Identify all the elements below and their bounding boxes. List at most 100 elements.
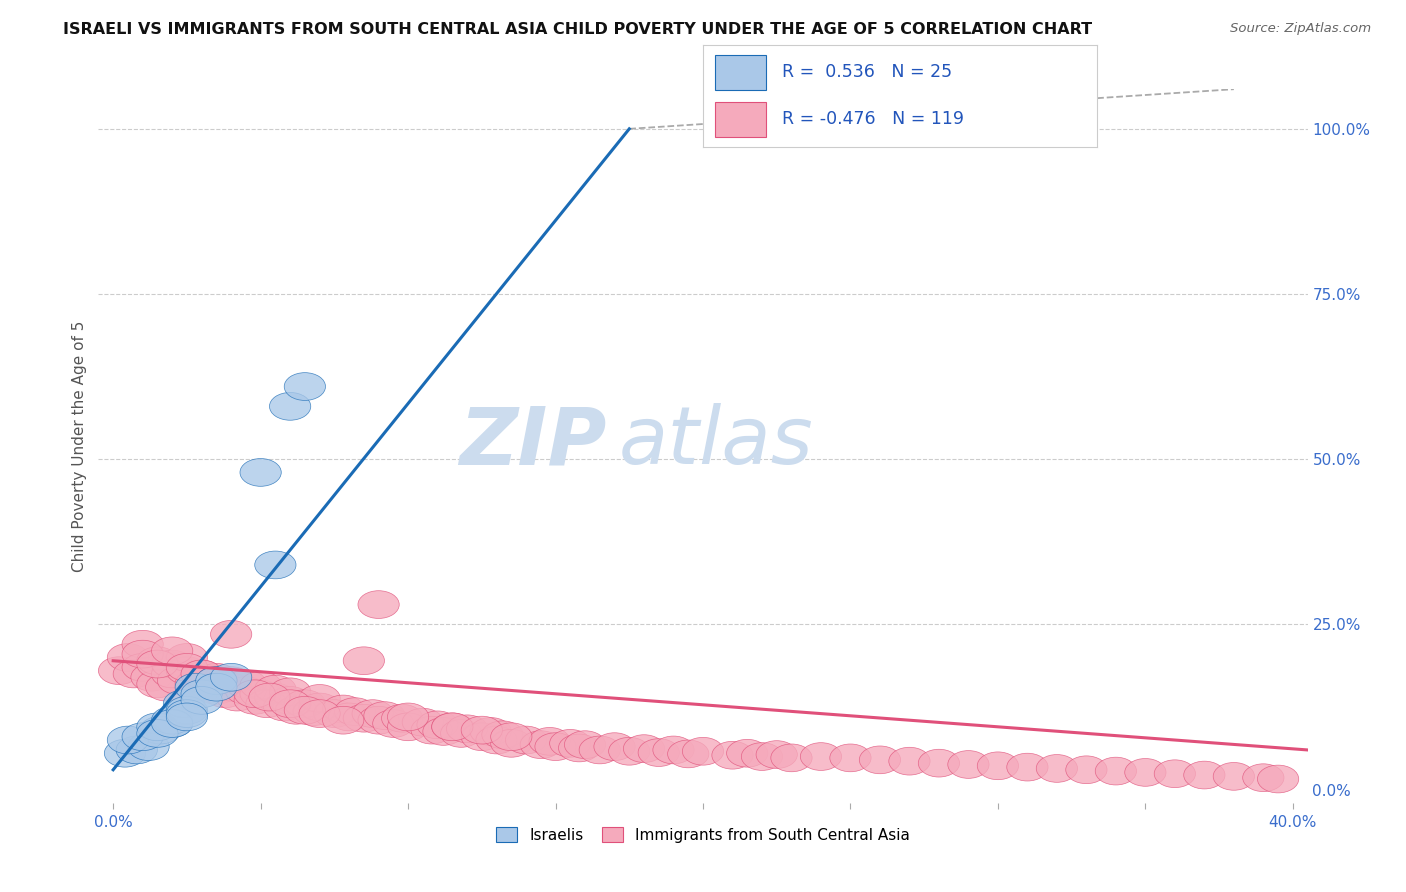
Ellipse shape	[107, 643, 149, 672]
Ellipse shape	[136, 670, 179, 698]
Ellipse shape	[166, 697, 208, 724]
Ellipse shape	[440, 720, 482, 747]
Ellipse shape	[1154, 760, 1195, 788]
Ellipse shape	[889, 747, 931, 775]
Ellipse shape	[1036, 755, 1077, 782]
Ellipse shape	[388, 703, 429, 731]
Ellipse shape	[136, 647, 179, 674]
Ellipse shape	[128, 732, 169, 761]
Ellipse shape	[233, 680, 276, 707]
Ellipse shape	[359, 706, 399, 734]
Ellipse shape	[166, 643, 208, 672]
Ellipse shape	[364, 702, 405, 730]
Ellipse shape	[211, 664, 252, 691]
Ellipse shape	[211, 621, 252, 648]
Ellipse shape	[461, 723, 502, 750]
Ellipse shape	[727, 739, 768, 767]
Ellipse shape	[195, 666, 238, 695]
Ellipse shape	[181, 680, 222, 707]
Ellipse shape	[181, 673, 222, 701]
Ellipse shape	[470, 717, 512, 746]
Ellipse shape	[157, 666, 198, 695]
Ellipse shape	[195, 666, 238, 695]
Y-axis label: Child Poverty Under the Age of 5: Child Poverty Under the Age of 5	[72, 320, 87, 572]
Ellipse shape	[579, 736, 620, 764]
Ellipse shape	[322, 695, 364, 723]
Ellipse shape	[432, 713, 472, 740]
Ellipse shape	[122, 723, 163, 750]
Ellipse shape	[343, 705, 384, 732]
Ellipse shape	[176, 673, 217, 701]
Ellipse shape	[741, 743, 783, 771]
Ellipse shape	[1095, 757, 1136, 785]
Ellipse shape	[152, 660, 193, 688]
Ellipse shape	[195, 664, 238, 691]
Ellipse shape	[299, 693, 340, 721]
Ellipse shape	[233, 687, 276, 714]
Ellipse shape	[284, 373, 326, 401]
Ellipse shape	[638, 739, 679, 766]
Ellipse shape	[181, 687, 222, 714]
Ellipse shape	[240, 458, 281, 486]
Ellipse shape	[1125, 758, 1166, 786]
Ellipse shape	[505, 726, 547, 754]
FancyBboxPatch shape	[714, 102, 766, 137]
Ellipse shape	[756, 740, 797, 768]
Text: Source: ZipAtlas.com: Source: ZipAtlas.com	[1230, 22, 1371, 36]
Ellipse shape	[107, 726, 149, 754]
Ellipse shape	[195, 677, 238, 705]
Ellipse shape	[682, 738, 724, 765]
Ellipse shape	[299, 684, 340, 713]
Ellipse shape	[977, 752, 1018, 780]
Ellipse shape	[104, 739, 146, 767]
Ellipse shape	[381, 705, 423, 732]
Text: R = -0.476   N = 119: R = -0.476 N = 119	[782, 111, 963, 128]
Ellipse shape	[343, 647, 384, 674]
Ellipse shape	[373, 710, 413, 738]
Ellipse shape	[211, 673, 252, 701]
Ellipse shape	[131, 664, 172, 691]
Ellipse shape	[314, 699, 354, 728]
Ellipse shape	[652, 736, 695, 764]
Ellipse shape	[550, 730, 591, 757]
Ellipse shape	[352, 699, 394, 728]
Ellipse shape	[122, 631, 163, 658]
Ellipse shape	[176, 670, 217, 698]
Ellipse shape	[240, 672, 281, 699]
Ellipse shape	[918, 749, 959, 777]
Text: atlas: atlas	[619, 403, 813, 482]
Ellipse shape	[402, 708, 443, 736]
Ellipse shape	[263, 693, 305, 721]
Ellipse shape	[359, 591, 399, 618]
Ellipse shape	[800, 743, 842, 771]
Ellipse shape	[329, 703, 370, 731]
Ellipse shape	[270, 687, 311, 714]
Ellipse shape	[225, 670, 267, 698]
Ellipse shape	[770, 744, 813, 772]
Ellipse shape	[335, 698, 375, 725]
Ellipse shape	[246, 690, 287, 717]
Ellipse shape	[482, 721, 523, 748]
Ellipse shape	[270, 392, 311, 420]
Text: ISRAELI VS IMMIGRANTS FROM SOUTH CENTRAL ASIA CHILD POVERTY UNDER THE AGE OF 5 C: ISRAELI VS IMMIGRANTS FROM SOUTH CENTRAL…	[63, 22, 1092, 37]
Ellipse shape	[284, 690, 326, 717]
Ellipse shape	[254, 675, 297, 703]
Ellipse shape	[423, 717, 464, 746]
Ellipse shape	[529, 728, 571, 756]
Ellipse shape	[136, 650, 179, 678]
Ellipse shape	[152, 710, 193, 738]
Ellipse shape	[1007, 753, 1047, 781]
Ellipse shape	[98, 657, 139, 684]
Ellipse shape	[292, 698, 335, 725]
Ellipse shape	[1243, 764, 1284, 791]
Ellipse shape	[461, 716, 502, 744]
Ellipse shape	[411, 716, 453, 744]
Ellipse shape	[593, 732, 636, 761]
Ellipse shape	[299, 699, 340, 728]
Ellipse shape	[211, 666, 252, 695]
Ellipse shape	[558, 734, 600, 762]
Ellipse shape	[520, 731, 561, 758]
Text: R =  0.536   N = 25: R = 0.536 N = 25	[782, 63, 952, 81]
Ellipse shape	[166, 703, 208, 731]
Ellipse shape	[112, 660, 155, 688]
